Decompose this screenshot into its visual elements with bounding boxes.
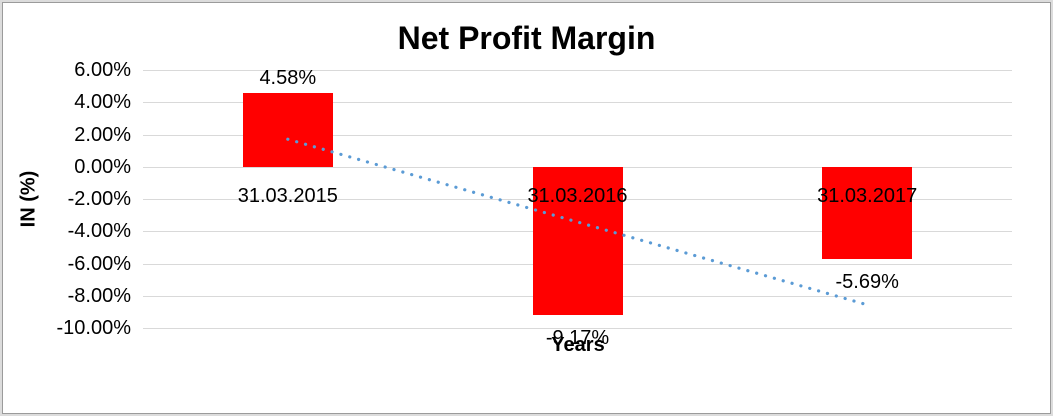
y-tick-label: -2.00% [67, 188, 131, 210]
category-label: 31.03.2015 [237, 184, 338, 207]
y-tick-label: 4.00% [74, 91, 131, 114]
gridline [143, 328, 1012, 329]
gridline [143, 102, 1012, 104]
gridline [143, 70, 1012, 71]
value-label: 4.58% [259, 66, 317, 89]
y-tick-label: 2.00% [74, 123, 131, 146]
bar-31.03.2017 [822, 166, 913, 259]
y-tick-label: 0.00% [74, 155, 131, 178]
y-tick-label: -10.00% [56, 317, 132, 339]
value-label: -9.17% [545, 326, 610, 349]
value-label: -5.69% [835, 270, 899, 293]
bar-31.03.2015 [242, 92, 333, 167]
gridline [143, 134, 1012, 136]
category-label: 31.03.2016 [527, 184, 628, 207]
y-tick-label: -6.00% [67, 252, 131, 275]
y-tick-label: 6.00% [74, 59, 131, 81]
chart-title: Net Profit Margin [397, 20, 656, 56]
category-label: 31.03.2017 [817, 184, 918, 207]
y-tick-label: -8.00% [67, 284, 131, 307]
x-axis-title: Years [551, 334, 605, 356]
y-tick-label: -4.00% [67, 220, 131, 243]
y-axis-title: IN (%) [17, 170, 40, 228]
